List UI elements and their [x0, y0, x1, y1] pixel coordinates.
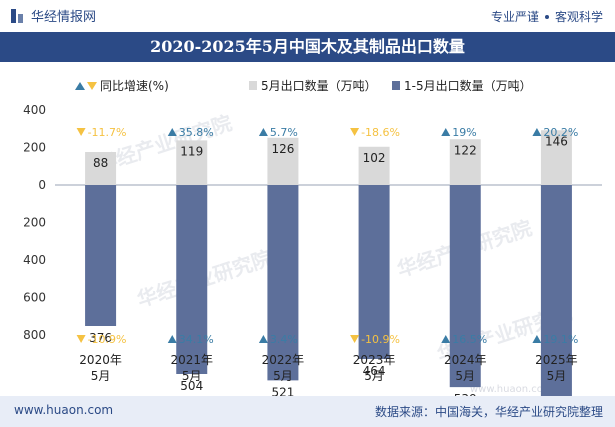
growth-up-icon: [441, 335, 451, 343]
bar-monthly: [540, 130, 572, 185]
growth-down-icon: [350, 128, 360, 136]
brand[interactable]: 华经情报网: [11, 6, 96, 25]
growth-up-icon: [532, 128, 542, 136]
footer-site[interactable]: www.huaon.com: [14, 403, 114, 417]
growth-up-icon: [167, 335, 177, 343]
growth-label-top: 20.2%: [543, 126, 578, 139]
chart-title: 2020-2025年5月中国木及其制品出口数量: [0, 32, 615, 62]
legend-down-icon: [87, 82, 97, 90]
legend-label-growth: 同比增速(%): [100, 79, 169, 93]
bar-cumulative-label: 521: [271, 385, 294, 396]
bar-monthly: [176, 140, 208, 185]
bullet-icon: [544, 14, 549, 19]
x-tick-label-year: 2021年: [170, 353, 213, 367]
growth-up-icon: [258, 335, 268, 343]
legend-label-1: 5月出口数量（万吨）: [261, 78, 377, 93]
y-tick-label: 200: [23, 216, 46, 230]
bar-cumulative-label: 539: [454, 392, 477, 396]
top-bar: 华经情报网 专业严谨 客观科学: [0, 0, 615, 32]
slogan-2: 客观科学: [554, 10, 603, 24]
brand-name: 华经情报网: [31, 10, 97, 25]
growth-label-bottom: -10.9%: [88, 333, 127, 346]
bar-cumulative-label: 376: [89, 331, 112, 345]
x-tick-label-month: 5月: [273, 369, 293, 383]
bar-cumulative-label: 504: [180, 379, 203, 393]
legend-up-icon: [75, 82, 85, 90]
y-tick-label: 600: [23, 291, 46, 305]
y-tick-label: 400: [23, 103, 46, 117]
growth-down-icon: [350, 335, 360, 343]
growth-label-bottom: 16.5%: [452, 333, 487, 346]
y-tick-label: 0: [38, 178, 46, 192]
bar-cumulative: [540, 185, 572, 396]
growth-down-icon: [76, 128, 86, 136]
growth-label-bottom: 19.1%: [543, 333, 578, 346]
growth-label-bottom: 3.4%: [270, 333, 298, 346]
y-tick-label: 400: [23, 253, 46, 267]
bar-monthly: [85, 152, 117, 185]
chart: 华经产业研究院华经产业研究院华经产业研究院华经产业研究院www.huaon.co…: [23, 78, 602, 396]
bar-monthly-label: 126: [271, 142, 294, 156]
legend-swatch-1: [249, 81, 257, 90]
x-tick-label-year: 2022年: [262, 353, 305, 367]
footer-source: 数据来源：中国海关，华经产业研究院整理: [374, 405, 603, 419]
bar-cumulative-label: 464: [363, 364, 386, 378]
bar-monthly-label: 88: [93, 156, 108, 170]
x-tick-label-month: 5月: [455, 369, 475, 383]
x-tick-label-year: 2020年: [79, 353, 122, 367]
growth-label-top: 19%: [452, 126, 476, 139]
bar-monthly: [449, 139, 481, 185]
x-tick-label-month: 5月: [364, 369, 384, 383]
bar-cumulative: [449, 185, 481, 388]
bar-cumulative: [358, 185, 390, 359]
growth-label-top: 35.8%: [179, 126, 214, 139]
bar-monthly: [358, 146, 390, 185]
bar-monthly-label: 102: [363, 151, 386, 165]
bar-monthly-label: 146: [545, 134, 568, 148]
x-tick-label-month: 5月: [182, 369, 202, 383]
growth-up-icon: [441, 128, 451, 136]
bar-logo-icon: [11, 8, 25, 23]
x-tick-label-year: 2025年: [535, 353, 578, 367]
y-tick-label: 200: [23, 141, 46, 155]
growth-up-icon: [258, 128, 268, 136]
bar-monthly-label: 122: [454, 143, 477, 157]
growth-label-top: -18.6%: [361, 126, 400, 139]
growth-up-icon: [532, 335, 542, 343]
slogan-1: 专业严谨: [490, 10, 539, 24]
growth-label-bottom: 34.1%: [179, 333, 214, 346]
growth-label-top: 5.7%: [270, 126, 298, 139]
y-tick-label: 800: [23, 328, 46, 342]
watermark-url: www.huaon.com: [470, 384, 553, 395]
x-tick-label-year: 2024年: [444, 353, 487, 367]
x-tick-label-month: 5月: [547, 369, 567, 383]
bar-monthly: [267, 137, 299, 185]
growth-label-bottom: -10.9%: [361, 333, 400, 346]
bar-cumulative: [85, 185, 117, 326]
footer: www.huaon.com 数据来源：中国海关，华经产业研究院整理: [0, 396, 615, 427]
bar-cumulative: [267, 185, 299, 381]
bar-cumulative: [176, 185, 208, 374]
x-tick-label-month: 5月: [91, 369, 111, 383]
slogan: 专业严谨 客观科学: [491, 8, 603, 25]
growth-label-top: -11.7%: [88, 126, 127, 139]
legend-label-2: 1-5月出口数量（万吨）: [404, 78, 532, 93]
growth-up-icon: [167, 128, 177, 136]
bar-monthly-label: 119: [180, 144, 203, 158]
legend-swatch-2: [392, 81, 400, 90]
x-tick-label-year: 2023年: [353, 353, 396, 367]
growth-down-icon: [76, 335, 86, 343]
